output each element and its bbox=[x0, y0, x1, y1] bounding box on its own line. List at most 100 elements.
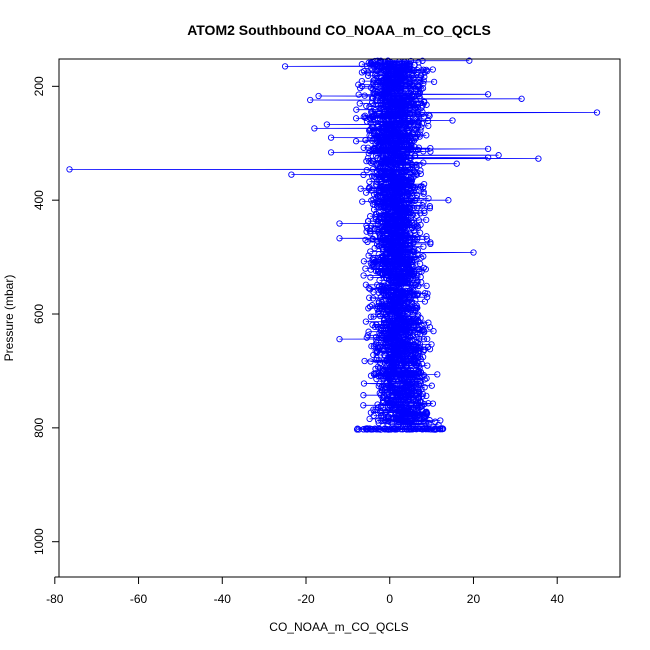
data-point bbox=[417, 170, 424, 178]
data-point bbox=[395, 418, 402, 426]
data-point bbox=[412, 224, 419, 231]
data-point bbox=[377, 102, 384, 109]
data-point bbox=[355, 426, 362, 433]
data-point bbox=[415, 282, 422, 290]
x-tick-label: 40 bbox=[551, 592, 565, 606]
data-point bbox=[423, 233, 430, 240]
data-point bbox=[368, 343, 375, 350]
data-point bbox=[366, 303, 374, 310]
data-point bbox=[368, 95, 376, 102]
plot-frame bbox=[58, 58, 621, 578]
data-point bbox=[361, 92, 368, 99]
data-point bbox=[66, 166, 73, 173]
series-line bbox=[69, 60, 598, 430]
data-point bbox=[374, 417, 382, 424]
data-point bbox=[484, 145, 492, 153]
data-point bbox=[360, 272, 367, 279]
data-point bbox=[358, 69, 366, 76]
data-point bbox=[420, 243, 427, 250]
data-point bbox=[375, 356, 382, 364]
data-point bbox=[383, 340, 390, 347]
y-tick-label: 600 bbox=[32, 304, 46, 324]
data-point bbox=[419, 353, 427, 361]
data-point bbox=[373, 354, 380, 362]
x-tick-label: -80 bbox=[46, 592, 64, 606]
data-point bbox=[424, 117, 432, 125]
data-point bbox=[413, 161, 420, 168]
data-point bbox=[408, 298, 416, 305]
data-point bbox=[412, 281, 419, 289]
data-point bbox=[374, 348, 381, 355]
data-point bbox=[416, 91, 423, 98]
data-point bbox=[372, 181, 380, 188]
data-point bbox=[398, 137, 406, 145]
data-point bbox=[414, 236, 421, 243]
data-point bbox=[371, 323, 379, 330]
data-point bbox=[357, 185, 364, 192]
data-point bbox=[407, 140, 415, 147]
data-point bbox=[359, 198, 366, 205]
data-point bbox=[518, 95, 525, 102]
data-point bbox=[413, 171, 420, 178]
data-point bbox=[409, 85, 416, 93]
data-point bbox=[426, 203, 434, 210]
data-point bbox=[421, 384, 428, 391]
data-point bbox=[362, 236, 369, 244]
data-point bbox=[466, 57, 473, 64]
data-point bbox=[419, 57, 426, 64]
data-point bbox=[409, 72, 416, 80]
y-tick-label: 1000 bbox=[32, 528, 46, 555]
data-point bbox=[367, 358, 374, 365]
data-point bbox=[424, 362, 431, 369]
data-point bbox=[383, 157, 390, 164]
data-point bbox=[368, 159, 375, 167]
data-point bbox=[401, 143, 408, 151]
data-point bbox=[423, 236, 431, 243]
data-point bbox=[427, 426, 435, 433]
data-point bbox=[373, 375, 380, 383]
data-point bbox=[425, 195, 432, 202]
data-point bbox=[375, 419, 382, 427]
data-point bbox=[288, 171, 295, 178]
data-point bbox=[366, 158, 373, 165]
x-tick-label: 0 bbox=[386, 592, 393, 606]
data-point bbox=[410, 71, 417, 79]
data-point bbox=[420, 190, 427, 197]
data-point bbox=[404, 280, 411, 287]
data-point bbox=[418, 85, 425, 93]
data-point bbox=[370, 412, 377, 419]
data-point bbox=[369, 295, 377, 302]
data-point bbox=[411, 197, 419, 204]
data-point bbox=[384, 388, 391, 396]
y-axis-label: Pressure (mbar) bbox=[2, 275, 16, 362]
data-point bbox=[362, 114, 369, 122]
data-point bbox=[420, 199, 427, 206]
data-point bbox=[336, 220, 343, 227]
data-point bbox=[413, 204, 421, 211]
data-point bbox=[436, 426, 444, 433]
data-point bbox=[416, 373, 423, 381]
data-point bbox=[363, 102, 370, 110]
data-point bbox=[432, 426, 439, 433]
data-point bbox=[375, 310, 382, 318]
data-point bbox=[372, 341, 379, 348]
data-point bbox=[423, 392, 430, 400]
data-point bbox=[411, 281, 419, 288]
data-point bbox=[407, 308, 415, 315]
data-point bbox=[364, 69, 372, 76]
data-point bbox=[403, 143, 411, 150]
data-point bbox=[417, 331, 424, 338]
data-point bbox=[423, 216, 430, 224]
data-point bbox=[336, 235, 343, 242]
data-point bbox=[418, 120, 426, 127]
data-point bbox=[416, 184, 424, 191]
data-point bbox=[390, 415, 397, 423]
data-point bbox=[420, 336, 428, 343]
data-point bbox=[449, 117, 456, 124]
data-point bbox=[400, 375, 407, 382]
data-point bbox=[365, 252, 372, 259]
data-point bbox=[371, 244, 378, 252]
data-point bbox=[374, 218, 382, 225]
data-point bbox=[381, 426, 389, 433]
